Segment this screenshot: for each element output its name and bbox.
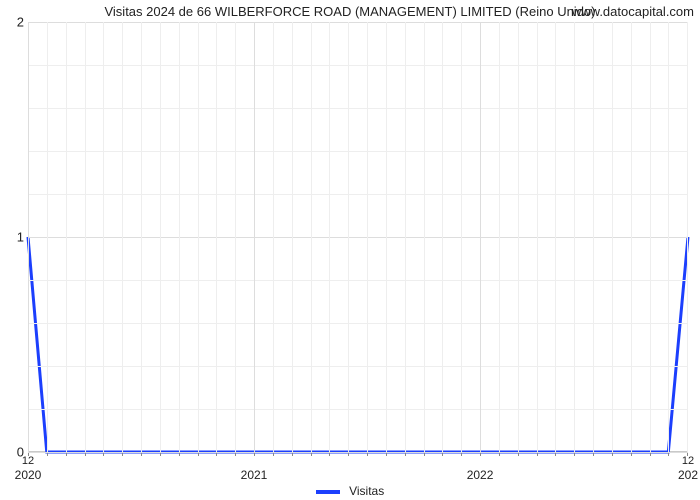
- grid-h-minor: [28, 151, 688, 152]
- xtick-minor: [405, 453, 406, 456]
- xtick-minor: [216, 453, 217, 456]
- xtick-minor: [442, 453, 443, 456]
- ytick-label: 1: [10, 230, 24, 245]
- xtick-label-minor: 12: [22, 455, 34, 467]
- grid-v-minor: [386, 22, 387, 452]
- xtick-minor: [348, 453, 349, 456]
- xtick-minor: [518, 453, 519, 456]
- xtick-minor: [47, 453, 48, 456]
- grid-h-minor: [28, 65, 688, 66]
- xtick-minor: [612, 453, 613, 456]
- grid-v-minor: [555, 22, 556, 452]
- grid-v-minor: [273, 22, 274, 452]
- grid-v-minor: [424, 22, 425, 452]
- xtick-minor: [311, 453, 312, 456]
- grid-v-minor: [235, 22, 236, 452]
- xtick-minor: [424, 453, 425, 456]
- legend: Visitas: [0, 484, 700, 498]
- legend-label: Visitas: [349, 484, 384, 498]
- xtick-minor: [555, 453, 556, 456]
- xtick-minor: [461, 453, 462, 456]
- xtick-minor: [179, 453, 180, 456]
- chart-plot-area: [28, 22, 688, 452]
- xtick-minor: [367, 453, 368, 456]
- xtick-label-minor: 12: [682, 455, 694, 467]
- xtick-minor: [593, 453, 594, 456]
- grid-h-minor: [28, 108, 688, 109]
- xtick-label-major: 2022: [467, 468, 494, 482]
- grid-v-minor: [461, 22, 462, 452]
- grid-v-minor: [311, 22, 312, 452]
- grid-v-minor: [442, 22, 443, 452]
- xtick-label-major: 2021: [241, 468, 268, 482]
- grid-h-minor: [28, 280, 688, 281]
- grid-v-minor: [141, 22, 142, 452]
- grid-v-minor: [612, 22, 613, 452]
- grid-v-minor: [329, 22, 330, 452]
- grid-v-minor: [122, 22, 123, 452]
- xtick-minor: [66, 453, 67, 456]
- grid-v-minor: [348, 22, 349, 452]
- xtick-label-major: 2020: [15, 468, 42, 482]
- xtick-minor: [273, 453, 274, 456]
- grid-v-minor: [198, 22, 199, 452]
- xtick-minor: [480, 453, 481, 456]
- grid-v-minor: [593, 22, 594, 452]
- xtick-minor: [499, 453, 500, 456]
- xtick-minor: [85, 453, 86, 456]
- grid-v-minor: [537, 22, 538, 452]
- grid-v-minor: [160, 22, 161, 452]
- grid-v-major: [480, 22, 481, 452]
- grid-v-minor: [499, 22, 500, 452]
- grid-h-minor: [28, 366, 688, 367]
- xtick-minor: [574, 453, 575, 456]
- grid-v-minor: [687, 22, 688, 452]
- grid-v-minor: [518, 22, 519, 452]
- xtick-minor: [386, 453, 387, 456]
- grid-v-minor: [216, 22, 217, 452]
- grid-h-minor: [28, 409, 688, 410]
- grid-h-major: [28, 452, 688, 453]
- xtick-minor: [198, 453, 199, 456]
- xtick-minor: [292, 453, 293, 456]
- grid-v-major: [28, 22, 29, 452]
- xtick-minor: [160, 453, 161, 456]
- grid-v-minor: [650, 22, 651, 452]
- watermark: www.datocapital.com: [572, 4, 694, 19]
- grid-v-minor: [668, 22, 669, 452]
- xtick-minor: [650, 453, 651, 456]
- ytick-label: 2: [10, 15, 24, 30]
- xtick-minor: [668, 453, 669, 456]
- grid-v-minor: [292, 22, 293, 452]
- grid-v-minor: [66, 22, 67, 452]
- grid-v-minor: [47, 22, 48, 452]
- xtick-minor: [254, 453, 255, 456]
- legend-swatch: [316, 490, 340, 494]
- grid-v-major: [254, 22, 255, 452]
- grid-v-minor: [103, 22, 104, 452]
- grid-h-major: [28, 237, 688, 238]
- grid-h-minor: [28, 194, 688, 195]
- xtick-label-major: 202: [678, 468, 698, 482]
- grid-v-minor: [85, 22, 86, 452]
- grid-v-minor: [631, 22, 632, 452]
- grid-v-minor: [367, 22, 368, 452]
- grid-v-minor: [574, 22, 575, 452]
- grid-h-major: [28, 22, 688, 23]
- grid-v-minor: [405, 22, 406, 452]
- xtick-minor: [235, 453, 236, 456]
- xtick-minor: [122, 453, 123, 456]
- xtick-minor: [141, 453, 142, 456]
- xtick-minor: [103, 453, 104, 456]
- xtick-minor: [631, 453, 632, 456]
- xtick-minor: [329, 453, 330, 456]
- grid-v-minor: [179, 22, 180, 452]
- grid-h-minor: [28, 323, 688, 324]
- xtick-minor: [537, 453, 538, 456]
